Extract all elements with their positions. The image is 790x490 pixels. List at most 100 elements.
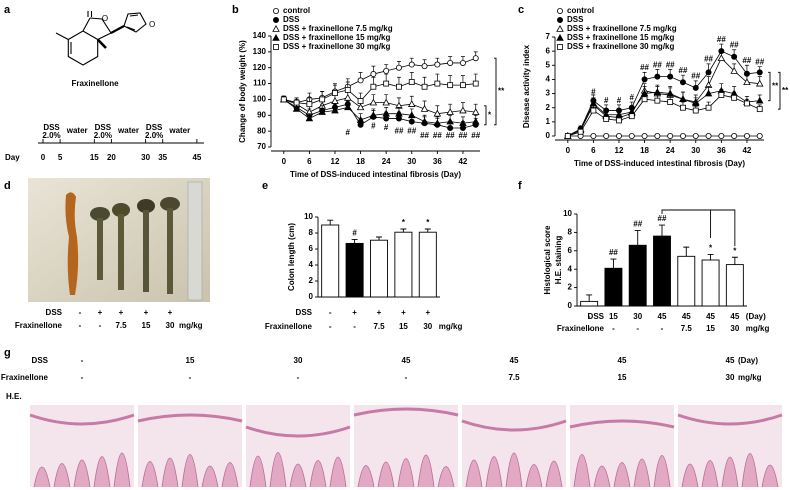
marker: [471, 108, 480, 115]
legend-marker: [272, 33, 280, 41]
marker: [679, 79, 686, 86]
marker: [369, 111, 378, 119]
marker: [667, 73, 674, 80]
tissue: [485, 456, 503, 488]
y-tick-label: 10: [304, 212, 313, 221]
bracket: [484, 105, 487, 126]
significance: *: [733, 246, 737, 255]
y-tick-label: 10: [563, 209, 572, 218]
bar: [580, 300, 599, 307]
y-tick-label: 2: [546, 103, 551, 112]
tissue: [701, 460, 719, 488]
marker: [383, 80, 390, 87]
tissue: [525, 464, 543, 488]
marker: [459, 119, 467, 127]
marker: [756, 69, 763, 76]
marker: [357, 77, 364, 84]
marker: [395, 64, 402, 71]
x-axis-label: Time of DSS-induced intestinal fibrosis …: [290, 170, 461, 179]
marker: [331, 106, 339, 114]
day-tick-label: 0: [41, 153, 46, 162]
bracket: [768, 71, 771, 102]
tissue-edge: [677, 413, 783, 426]
marker: [692, 107, 699, 114]
annotation: ##: [407, 126, 416, 135]
tissue: [593, 465, 611, 488]
y-tick-label: 90: [257, 110, 266, 119]
tissue-edge: [353, 407, 459, 417]
tissue: [249, 455, 267, 488]
error-bar: [610, 258, 617, 269]
marker: [343, 93, 352, 101]
legend-label: DSS: [283, 15, 300, 24]
tissue: [53, 463, 71, 488]
series-line: [283, 97, 476, 115]
annotation: ##: [471, 131, 480, 140]
error-bar: [327, 219, 334, 225]
marker: [641, 76, 648, 83]
marker: [718, 132, 725, 139]
row-value: -: [81, 356, 84, 365]
marker: [407, 111, 416, 119]
period-dose: 2.0%: [145, 131, 163, 140]
y-tick-label: 4: [568, 264, 573, 273]
row-value: 45: [706, 312, 715, 321]
marker: [396, 83, 402, 90]
marker: [305, 114, 314, 122]
colon: [143, 210, 149, 292]
marker: [744, 100, 750, 107]
x-tick-label: 18: [640, 146, 649, 155]
marker: [383, 115, 390, 122]
tissue: [417, 454, 435, 488]
marker: [730, 66, 738, 74]
annotation: ##: [717, 35, 726, 44]
marker: [755, 79, 764, 87]
marker: [356, 116, 365, 123]
colon: [112, 203, 130, 217]
significance: #: [352, 229, 357, 238]
marker: [357, 121, 364, 128]
period-label: water: [66, 126, 88, 135]
annotation: ##: [730, 41, 739, 50]
marker: [343, 103, 352, 111]
y-tick-label: 5: [546, 60, 551, 69]
row-unit: mg/kg: [439, 322, 463, 331]
legend-label: DSS + fraxinellone 30 mg/kg: [567, 42, 674, 51]
marker: [433, 119, 442, 127]
bracket: [778, 71, 781, 110]
marker: [680, 104, 686, 111]
bar: [418, 231, 437, 298]
row-value: 7.5: [681, 324, 693, 333]
y-tick-label: 3: [546, 89, 551, 98]
row-value: -: [353, 322, 356, 331]
day-label: Day: [5, 153, 20, 162]
row-value: 45: [658, 312, 667, 321]
y-tick-label: 8: [568, 228, 573, 237]
comparison-bracket: [661, 209, 736, 246]
panel-label: g: [4, 347, 11, 359]
legend-marker: [556, 24, 564, 32]
y-tick-label: 4: [546, 75, 551, 84]
annotation: ##: [433, 131, 442, 140]
panel-label: b: [232, 4, 239, 16]
marker: [382, 98, 390, 106]
x-tick-label: 36: [433, 157, 442, 166]
marker: [654, 73, 661, 80]
row-value: +: [401, 308, 406, 317]
marker: [433, 109, 442, 117]
marker: [434, 80, 441, 87]
legend-label: control: [283, 6, 310, 15]
row-value: 15: [142, 321, 151, 330]
series-line: [567, 90, 760, 137]
y-tick-label: 0: [309, 292, 314, 301]
marker: [292, 104, 301, 112]
marker: [356, 103, 365, 111]
row-value: -: [588, 312, 591, 321]
tissue: [721, 456, 739, 488]
marker: [407, 100, 416, 107]
double-bond: [126, 26, 136, 31]
day-tick-label: 15: [90, 153, 99, 162]
y-axis-label: Colon length (cm): [287, 223, 296, 291]
tissue-edge: [137, 413, 243, 423]
